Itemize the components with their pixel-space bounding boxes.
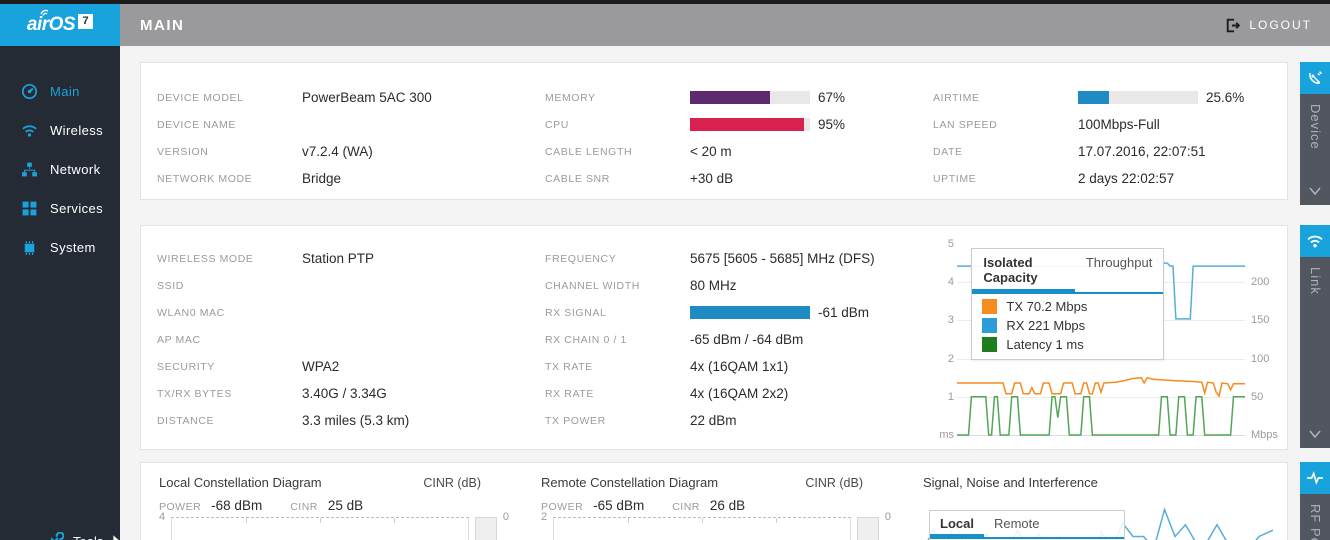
right-tab-strip: Device Link RF Pe [1300, 46, 1330, 540]
field-row: AIRTIME 25.6% [933, 90, 1245, 105]
legend-latency: Latency 1 ms [982, 336, 1153, 352]
tab-local[interactable]: Local [930, 511, 984, 539]
airtime-bar [1078, 91, 1198, 104]
gauge-icon [21, 83, 38, 100]
field-row: SSID [157, 279, 184, 292]
field-row: FREQUENCY 5675 [5605 - 5685] MHz (DFS) [545, 251, 875, 266]
services-icon [22, 201, 37, 216]
tab-isolated-capacity[interactable]: Isolated Capacity [972, 249, 1075, 294]
colorbar-label: 0 [884, 511, 891, 523]
section-title: Remote Constellation Diagram [541, 475, 719, 490]
signal-tab-legend-box: Local Remote Average Signal -67 dBm [929, 510, 1125, 540]
latency-axis: 5 4 3 2 1 ms [939, 238, 954, 441]
vertical-tab-label: RF Pe [1308, 504, 1323, 540]
legend-tx: TX 70.2 Mbps [982, 298, 1153, 314]
section-title: Local Constellation Diagram [159, 475, 322, 490]
sidebar-item-services[interactable]: Services [0, 189, 120, 228]
header-bar: MAIN LOGOUT [0, 4, 1330, 46]
dish-icon [1309, 71, 1323, 84]
throughput-chart: 5 4 3 2 1 ms [937, 238, 1283, 441]
wifi-icon [1307, 235, 1323, 248]
field-row: CABLE LENGTH < 20 m [545, 144, 732, 159]
page-title: MAIN [140, 16, 185, 34]
sidebar-item-network[interactable]: Network [0, 150, 120, 189]
signal-noise-section: Signal, Noise and Interference Local Rem… [905, 463, 1287, 540]
cinr-colorbar [856, 517, 879, 540]
local-constellation-section: Local Constellation Diagram CINR (dB) PO… [141, 463, 523, 540]
field-row: DEVICE MODEL PowerBeam 5AC 300 [157, 90, 432, 105]
vertical-tab-device[interactable]: Device [1300, 62, 1330, 205]
field-row: TX RATE 4x (16QAM 1x1) [545, 359, 789, 374]
field-row: WLAN0 MAC [157, 306, 225, 319]
device-panel: DEVICE MODEL PowerBeam 5AC 300 DEVICE NAM… [140, 62, 1288, 200]
cinr-header: CINR (dB) [805, 476, 863, 490]
chip-icon [24, 241, 35, 255]
tab-throughput[interactable]: Throughput [1085, 254, 1153, 270]
field-row: TX/RX BYTES 3.40G / 3.34G [157, 386, 387, 401]
cinr-colorbar [474, 517, 497, 540]
main-content: DEVICE MODEL PowerBeam 5AC 300 DEVICE NAM… [120, 46, 1300, 540]
vertical-tab-label: Link [1308, 267, 1323, 295]
wifi-icon [22, 125, 37, 137]
sidebar-item-main[interactable]: Main [0, 72, 120, 111]
vertical-tab-rf[interactable]: RF Pe [1300, 462, 1330, 540]
link-panel: WIRELESS MODE Station PTP SSID WLAN0 MAC … [140, 225, 1288, 450]
rx-signal-bar [690, 306, 810, 319]
field-row: UPTIME 2 days 22:02:57 [933, 171, 1175, 186]
sidebar-item-wireless[interactable]: Wireless [0, 111, 120, 150]
cpu-usage-bar [690, 118, 810, 131]
top-strip [0, 0, 1330, 4]
rf-panel: Local Constellation Diagram CINR (dB) PO… [140, 462, 1288, 540]
vertical-tab-label: Device [1308, 104, 1323, 150]
field-row: DATE 17.07.2016, 22:07:51 [933, 144, 1206, 159]
field-row: RX RATE 4x (16QAM 2x2) [545, 386, 789, 401]
logout-button[interactable]: LOGOUT [1224, 4, 1312, 46]
sidebar-item-tools[interactable]: Tools [46, 532, 123, 540]
section-title: Signal, Noise and Interference [923, 475, 1098, 490]
field-row: DISTANCE 3.3 miles (5.3 km) [157, 413, 410, 428]
chevron-down-icon[interactable] [1307, 426, 1323, 444]
mbps-axis: 200 150 100 50 Mbps [1251, 276, 1278, 441]
field-row: NETWORK MODE Bridge [157, 171, 342, 186]
network-icon [22, 162, 37, 177]
chevron-down-icon[interactable] [1307, 183, 1323, 201]
field-row: SECURITY WPA2 [157, 359, 340, 374]
signal-chart: Local Remote Average Signal -67 dBm [923, 496, 1273, 540]
field-row: LAN SPEED 100Mbps-Full [933, 117, 1160, 132]
cinr-header: CINR (dB) [423, 476, 481, 490]
legend-rx: RX 221 Mbps [982, 317, 1153, 333]
field-row: CABLE SNR +30 dB [545, 171, 734, 186]
field-row: RX CHAIN 0 / 1 -65 dBm / -64 dBm [545, 332, 804, 347]
field-row: WIRELESS MODE Station PTP [157, 251, 375, 266]
pulse-icon [1307, 471, 1323, 485]
logo-badge-7: 7 [78, 13, 94, 29]
sidebar: Main Wireless Network Services System To… [0, 46, 123, 540]
axis-label: 4 [159, 511, 166, 523]
tools-icon [50, 532, 64, 540]
logout-icon [1227, 18, 1241, 32]
local-constellation-chart [171, 517, 469, 540]
field-row: VERSION v7.2.4 (WA) [157, 144, 373, 159]
cursor-icon [113, 534, 121, 540]
remote-constellation-section: Remote Constellation Diagram CINR (dB) P… [523, 463, 905, 540]
airos-logo: airOS 7 [0, 4, 120, 46]
logo-waves-icon [40, 9, 49, 16]
axis-label: 2 [541, 511, 548, 523]
field-row: CHANNEL WIDTH 80 MHz [545, 278, 737, 293]
memory-usage-bar [690, 91, 810, 104]
sidebar-item-system[interactable]: System [0, 228, 120, 267]
remote-constellation-chart [553, 517, 851, 540]
field-row: CPU 95% [545, 117, 846, 132]
signal-chart-line [923, 496, 1273, 540]
field-row: TX POWER 22 dBm [545, 413, 737, 428]
field-row: MEMORY 67% [545, 90, 846, 105]
field-row: AP MAC [157, 333, 201, 346]
tab-remote[interactable]: Remote [993, 516, 1040, 531]
chart-tab-legend-box: Isolated Capacity Throughput TX 70.2 Mbp… [971, 247, 1165, 360]
colorbar-label: 0 [502, 511, 509, 523]
field-row: DEVICE NAME [157, 118, 236, 131]
field-row: RX SIGNAL -61 dBm [545, 305, 870, 320]
vertical-tab-link[interactable]: Link [1300, 225, 1330, 448]
